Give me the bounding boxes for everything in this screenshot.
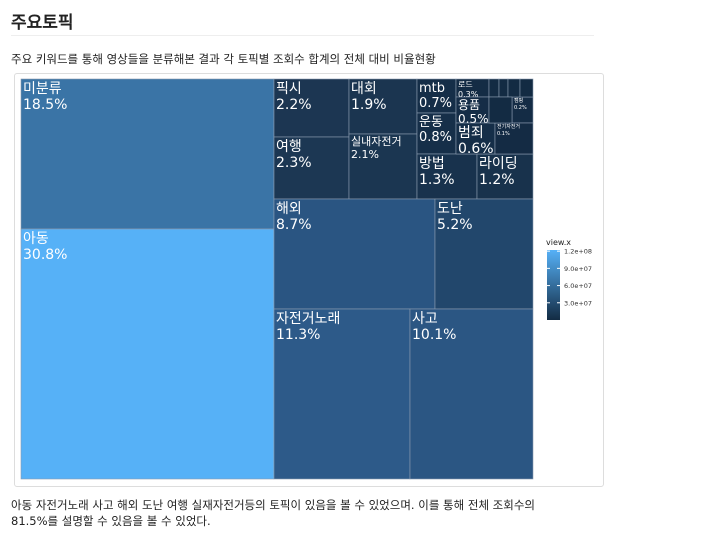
tile-value: 2.1% [351,148,379,161]
tile [273,136,350,200]
tile [455,122,496,155]
tile-label: 용품 [458,98,480,112]
tile-label: 픽시 [276,81,302,97]
tile-value: 2.3% [276,155,312,171]
tile-label: 운동 [419,115,443,130]
tile-label: 라이딩 [479,156,518,172]
conclusion-line: 81.5%를 설명할 수 있음을 볼 수 있었다. [11,514,211,528]
tile-label: 캠핑 [514,97,523,104]
tile-small [498,78,509,98]
tile-value: 0.8% [419,130,452,145]
tile-value: 18.5% [23,97,67,113]
divider [11,35,594,36]
tile [409,308,534,480]
tile [348,78,418,135]
tile-value: 8.7% [276,217,312,233]
colorbar [547,250,560,320]
tile-label: 미분류 [23,81,62,97]
conclusion-line: 아동 자전거노래 사고 해외 도난 여행 실재자전거등의 토픽이 있음을 볼 수… [11,498,536,512]
colorbar-tick-label: 1.2e+08 [564,248,592,256]
tile [455,96,490,124]
tile [348,133,418,200]
tile-small [507,78,521,98]
heading: 주요토픽 [11,13,74,33]
tile [494,122,534,155]
tile-label: 자전거노래 [276,311,340,327]
tile-label: 방법 [419,156,445,172]
tile-value: 0.5% [458,112,489,126]
intro: 주요 키워드를 통해 영상들을 분류해본 결과 각 토픽별 조회수 합계의 전체… [11,52,436,66]
tile [20,78,275,230]
colorbar-title: view.x [546,238,571,247]
colorbar-tick-label: 3.0e+07 [564,299,592,307]
tile-value: 1.2% [479,172,515,188]
tile-label: 대회 [351,81,377,97]
tile-label: 전기자전거 [497,123,520,130]
tile-value: 0.2% [514,105,527,111]
tile-label: 여행 [276,139,302,155]
colorbar-tick-label: 9.0e+07 [564,265,592,273]
tile-small [488,96,513,124]
colorbar-tick-label: 6.0e+07 [564,282,592,290]
tile-value: 10.1% [412,327,456,343]
tile-label: 해외 [276,201,302,217]
tile-value: 0.7% [419,96,452,111]
tile-value: 2.2% [276,97,312,113]
tile-label: 로드 [458,80,473,89]
chart-frame [14,73,604,487]
tile-label: 아동 [23,231,49,247]
tile-label: 도난 [437,201,463,217]
tile-value: 1.9% [351,97,387,113]
tile [20,228,275,480]
tile-label: 사고 [412,311,438,327]
tile [273,198,436,310]
tile-value: 0.6% [458,141,494,157]
tile-value: 30.8% [23,247,67,263]
tile-value: 5.2% [437,217,473,233]
tile-value: 0.1% [497,131,510,137]
tile [476,153,534,200]
tile-value: 0.3% [458,90,479,99]
tile-value: 1.3% [419,172,455,188]
tile [273,308,411,480]
tile [416,112,457,155]
tile-label: mtb [419,81,445,96]
tile-value: 11.3% [276,327,320,343]
tile-small [519,78,534,98]
tile-small [488,78,500,98]
tile-label: 범죄 [458,125,484,141]
tile [416,78,457,114]
tile [434,198,534,310]
tile-label: 실내자전거 [351,135,402,148]
